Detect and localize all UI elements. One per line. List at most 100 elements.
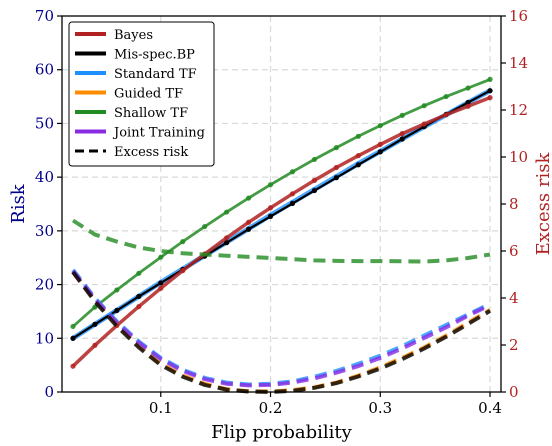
data-point xyxy=(245,219,252,225)
data-point xyxy=(92,321,98,327)
legend-label: Bayes xyxy=(114,28,153,43)
data-point xyxy=(70,323,76,330)
data-point xyxy=(355,153,361,159)
data-point xyxy=(245,226,252,232)
left-tick-label: 60 xyxy=(35,61,54,79)
x-tick-label: 0.3 xyxy=(368,399,392,417)
right-axis-label: Excess risk xyxy=(533,152,552,256)
series-line-excess-risk-joint-training xyxy=(71,269,491,388)
left-tick-label: 50 xyxy=(35,114,54,132)
right-tick-label: 4 xyxy=(509,289,519,307)
data-point xyxy=(289,191,296,197)
data-point xyxy=(158,254,164,260)
legend-item: Joint Training xyxy=(75,126,205,141)
legend-label: Standard TF xyxy=(114,67,197,82)
right-tick-label: 10 xyxy=(509,148,528,166)
data-point xyxy=(92,342,98,348)
series-line-excess-risk-shallow-tf xyxy=(71,218,491,264)
left-axis-label: Risk xyxy=(8,183,29,224)
data-point xyxy=(224,240,230,246)
data-point xyxy=(70,335,76,341)
left-tick-label: 20 xyxy=(35,276,54,294)
legend-item: Excess risk xyxy=(75,145,188,160)
data-point xyxy=(355,162,361,168)
data-point xyxy=(377,149,383,155)
left-tick-label: 10 xyxy=(35,329,54,347)
legend-label: Excess risk xyxy=(114,145,188,160)
data-point xyxy=(224,235,230,241)
legend-label: Guided TF xyxy=(114,87,183,102)
legend-label: Joint Training xyxy=(112,126,205,141)
data-point xyxy=(267,205,274,211)
data-point xyxy=(421,121,427,127)
data-point xyxy=(443,93,449,100)
data-point xyxy=(136,303,142,310)
right-axis-ticks: 0 2 4 6 8 10 12 14 16 xyxy=(501,7,528,401)
series-line-bayes xyxy=(71,95,491,368)
data-point xyxy=(355,133,361,139)
series-excess-risk-standard-tf xyxy=(71,268,491,387)
legend-item: Shallow TF xyxy=(75,106,188,121)
legend-label: Shallow TF xyxy=(114,106,188,121)
data-point xyxy=(158,280,164,286)
data-point xyxy=(267,213,274,219)
data-point xyxy=(465,85,471,91)
data-point xyxy=(399,136,405,142)
data-point xyxy=(114,307,120,313)
legend-item: Mis-spec.BP xyxy=(75,48,195,63)
series-bayes xyxy=(70,95,493,369)
legend-label: Mis-spec.BP xyxy=(114,48,195,63)
data-point xyxy=(333,145,339,151)
data-point xyxy=(70,363,76,369)
data-point xyxy=(333,164,339,171)
data-point xyxy=(158,285,164,291)
data-point xyxy=(311,177,318,183)
series-line-excess-risk-standard-tf xyxy=(71,268,491,387)
right-tick-label: 0 xyxy=(509,383,519,401)
left-tick-label: 40 xyxy=(35,168,54,186)
data-point xyxy=(114,287,120,293)
series-line-mis-spec-bp xyxy=(72,89,491,340)
right-tick-label: 14 xyxy=(509,54,528,72)
x-tick-label: 0.4 xyxy=(478,399,502,417)
data-point xyxy=(443,112,449,118)
data-point xyxy=(202,223,208,230)
legend-item: Guided TF xyxy=(75,87,183,102)
data-point xyxy=(180,268,186,274)
data-point xyxy=(487,88,493,94)
left-axis-ticks: 0 10 20 30 40 50 60 70 xyxy=(35,7,62,401)
series-excess-risk-shallow-tf xyxy=(71,218,491,264)
x-tick-label: 0.1 xyxy=(149,399,173,417)
legend-item: Standard TF xyxy=(75,67,197,82)
data-point xyxy=(465,103,471,109)
series-line-excess-risk-guided-tf xyxy=(71,270,492,394)
series-excess-risk-joint-training xyxy=(71,269,491,388)
x-tick-label: 0.2 xyxy=(259,399,283,417)
right-tick-label: 6 xyxy=(509,242,519,260)
data-point xyxy=(399,112,405,118)
data-point xyxy=(311,156,318,163)
x-axis-label: Flip probability xyxy=(211,422,352,443)
data-point xyxy=(377,141,383,147)
data-point xyxy=(333,175,339,181)
series-mis-spec-bp xyxy=(70,88,493,341)
data-point xyxy=(224,209,230,215)
right-tick-label: 12 xyxy=(509,101,528,119)
data-point xyxy=(399,131,405,137)
data-point xyxy=(289,169,296,175)
data-point xyxy=(267,182,274,188)
right-tick-label: 2 xyxy=(509,336,519,354)
x-axis-ticks: 0.1 0.2 0.3 0.4 xyxy=(149,392,502,417)
series-shallow-tf xyxy=(70,76,493,330)
data-point xyxy=(136,270,142,276)
data-point xyxy=(180,239,186,245)
series-excess-risk-guided-tf xyxy=(71,270,492,394)
legend-item: Bayes xyxy=(75,28,153,43)
data-point xyxy=(136,293,142,299)
data-point xyxy=(311,187,318,194)
legend: Bayes Mis-spec.BP Standard TF Guided TF Shal… xyxy=(68,21,215,167)
series-line-shallow-tf xyxy=(72,78,491,328)
data-point xyxy=(289,200,296,207)
data-point xyxy=(465,99,471,106)
left-tick-label: 70 xyxy=(35,7,54,25)
